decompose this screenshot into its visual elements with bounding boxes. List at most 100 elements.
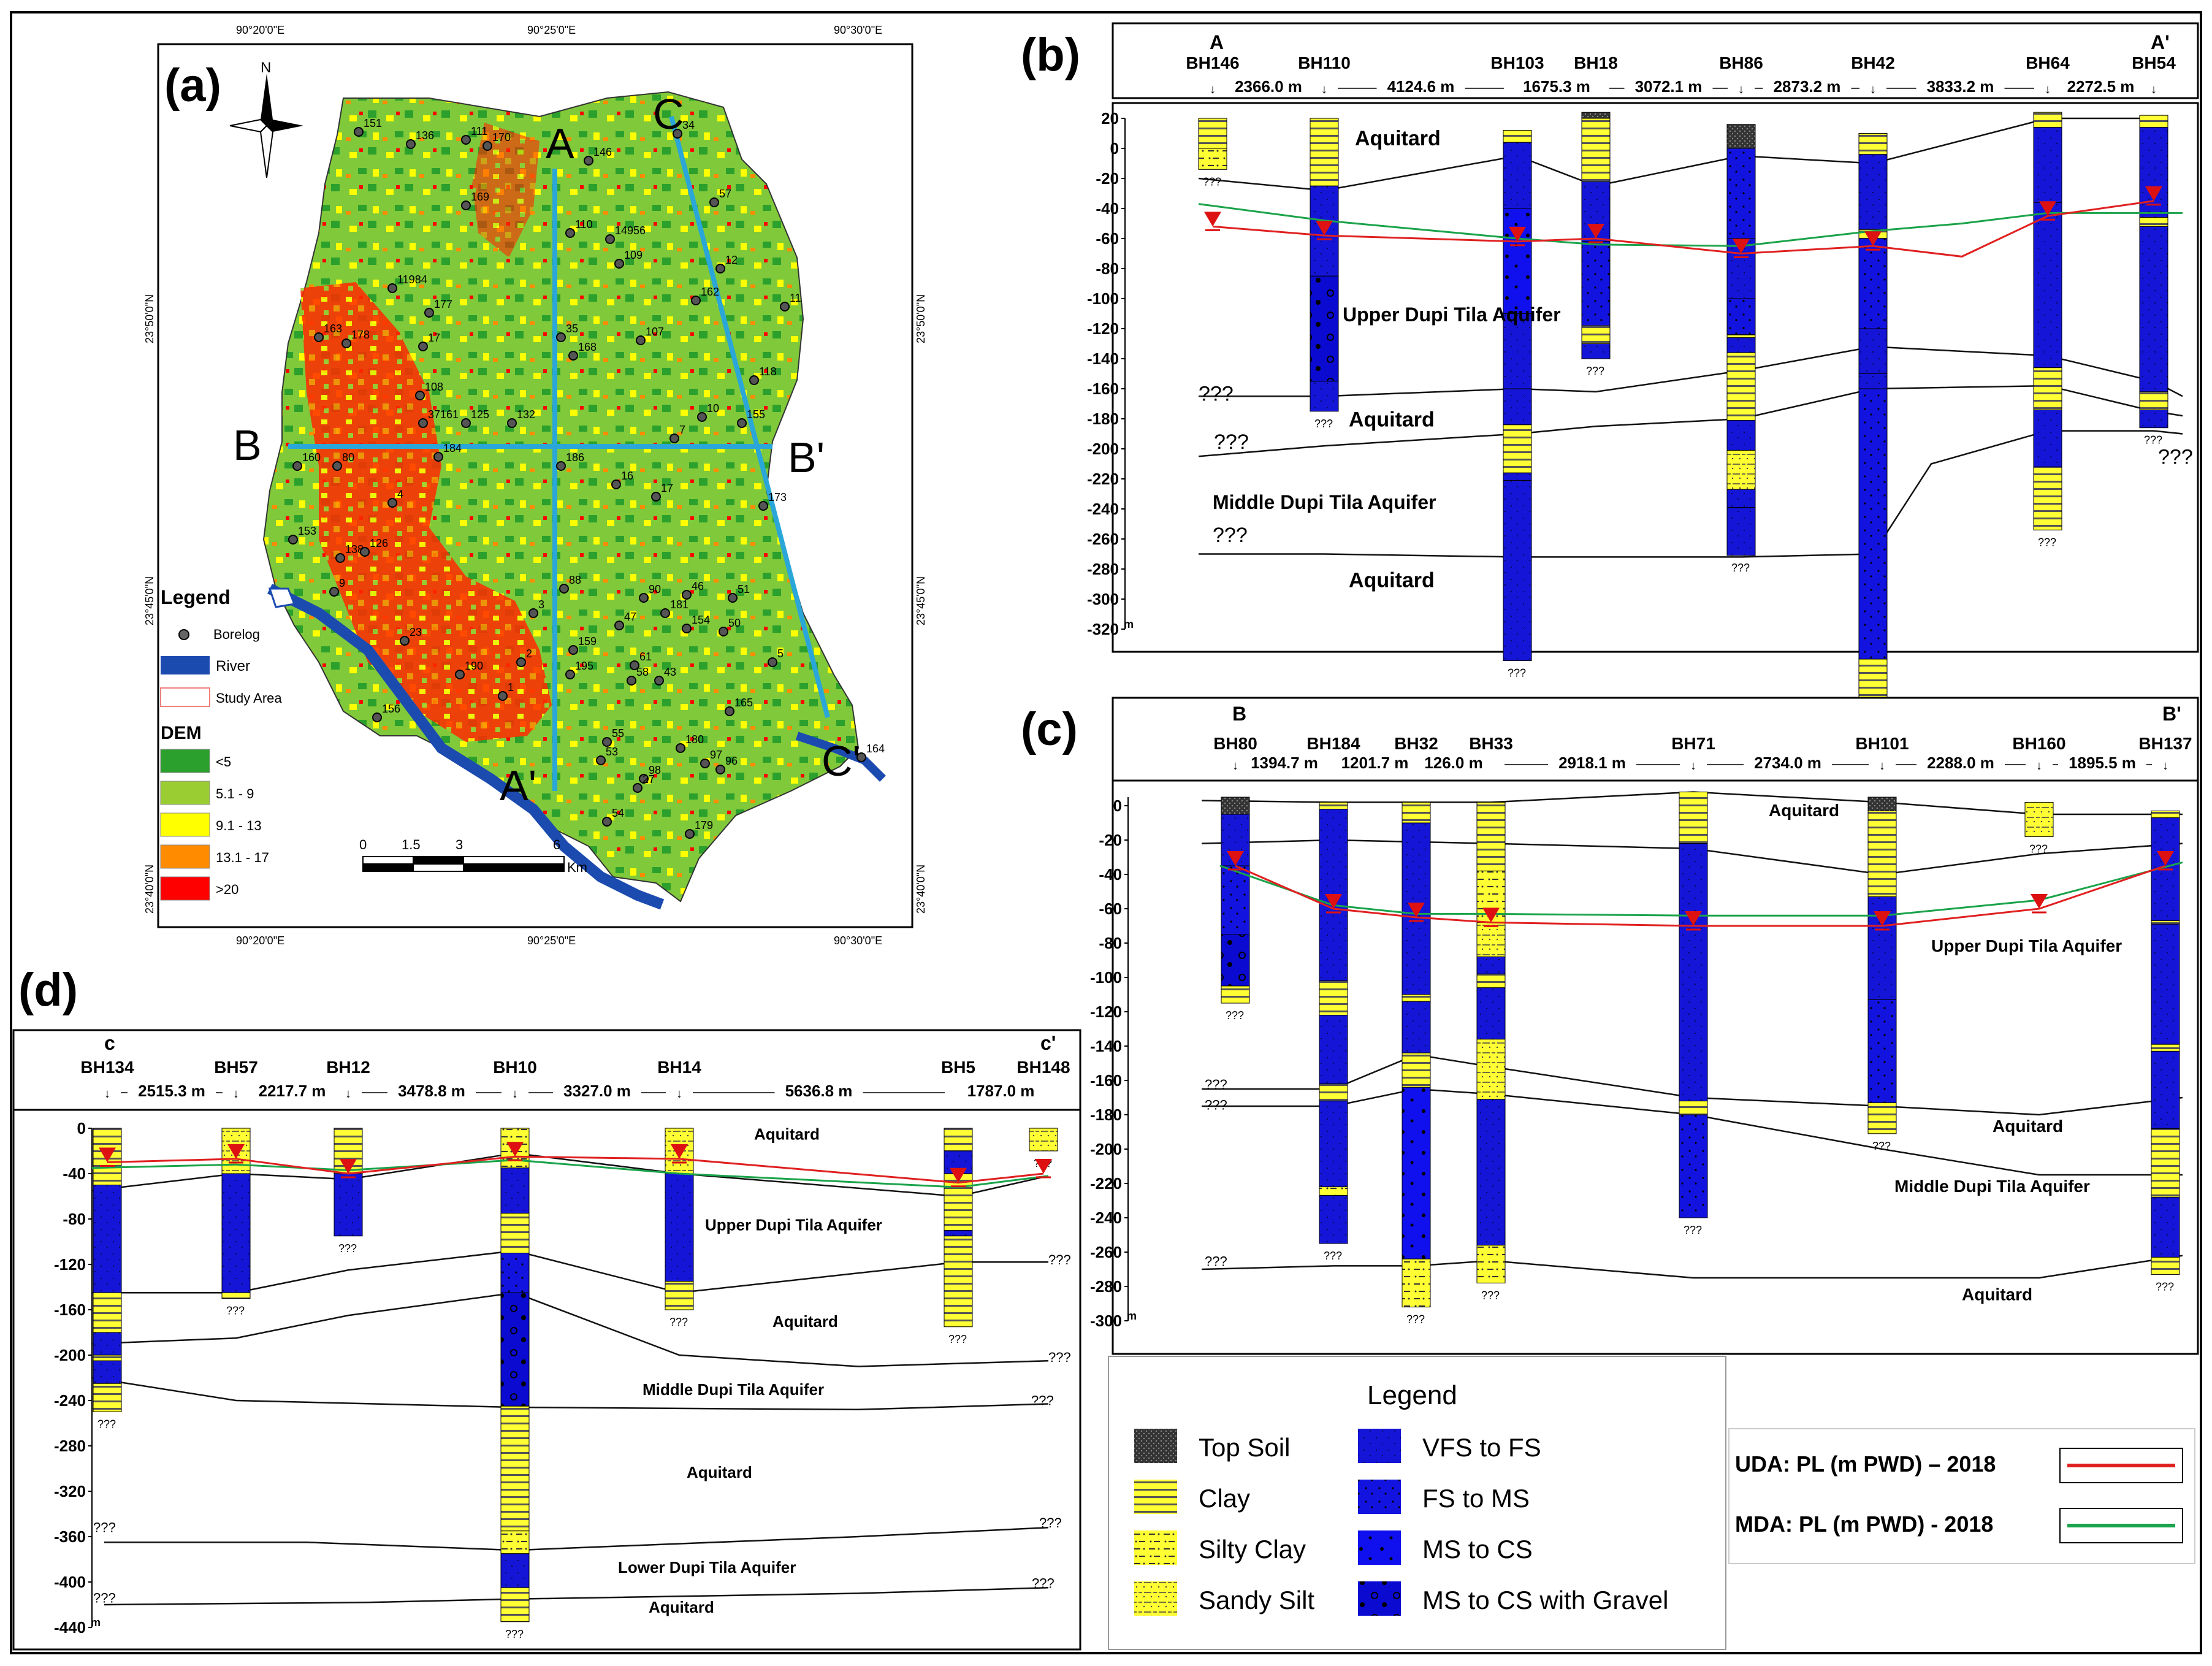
borehole-dot: [387, 283, 397, 293]
y-tick-label: -80: [1096, 259, 1119, 278]
borehole-id-label: 180: [685, 733, 704, 746]
borehole-id-label: 107: [646, 326, 664, 338]
distance-label-bg: [956, 1080, 1045, 1099]
borehole-dot: [335, 553, 345, 563]
dem-legend-label-2: 9.1 - 13: [216, 818, 262, 833]
borehole-dot: [314, 332, 324, 342]
lithology-layer: [2139, 391, 2168, 410]
lithology-layer: [1867, 999, 1897, 1103]
lithology-layer: [1402, 1052, 1431, 1088]
borehole-id-label: 184: [443, 442, 462, 454]
panel-b-label: (b): [1021, 29, 1080, 81]
section-end-letter: A': [2151, 31, 2170, 53]
unknown-boundary-label: ???: [1214, 430, 1249, 454]
unknown-boundary-label: ???: [1199, 383, 1234, 406]
distance-label-bg: [1916, 752, 2005, 771]
lithology-layer: [1198, 118, 1227, 149]
unknown-boundary-label: ???: [1048, 1350, 1071, 1365]
borehole-dot: [651, 492, 661, 502]
borehole-dot: [556, 332, 566, 342]
water-level-marker-icon: [1733, 239, 1750, 254]
unit-label: Middle Dupi Tila Aquifer: [1894, 1177, 2090, 1196]
lithology-layer: [2139, 115, 2168, 128]
borehole-dot: [715, 765, 725, 774]
borehole-dot: [568, 645, 578, 655]
lithology-layer: [500, 1553, 530, 1588]
unknown-boundary-label: ???: [1031, 1393, 1054, 1408]
section-letter-C-prime: C': [822, 737, 861, 785]
legend-swatch-clay: [1134, 1480, 1177, 1514]
borelog-legend-icon: [178, 629, 189, 640]
borehole-id-label: 80: [342, 451, 354, 464]
borehole-name: BH86: [1719, 53, 1763, 72]
legend-swatch-sandy-silt: [1134, 1581, 1177, 1616]
dem-legend-title: DEM: [161, 723, 202, 743]
lithology-layer: [1402, 801, 1431, 823]
lithology-layer: [2151, 1050, 2180, 1129]
y-tick-label: 0: [1110, 139, 1119, 158]
borehole-dot: [528, 608, 538, 618]
y-tick-label: -140: [1090, 1037, 1122, 1055]
map-frame-inner: [158, 44, 913, 928]
lithology-layer: [93, 1355, 122, 1361]
borehole-name: BH80: [1213, 734, 1257, 753]
borehole-dot: [507, 418, 517, 428]
borehole-name: BH14: [657, 1058, 701, 1077]
strat-boundary: [1201, 1255, 2183, 1279]
lithology-layer: [2033, 112, 2062, 128]
borehole-dot: [682, 590, 692, 600]
river-legend-swatch: [161, 656, 210, 674]
unknown-boundary-label: ???: [1032, 1575, 1055, 1591]
borehole-arrow-icon: ↓: [345, 1087, 351, 1101]
borehole-name: BH64: [2026, 53, 2070, 72]
grat-top-3: 90°30'0"E: [834, 24, 882, 36]
unit-label: Aquitard: [772, 1312, 838, 1331]
y-tick-label: -20: [1099, 831, 1122, 849]
lithology-layer: [1726, 507, 1756, 556]
borehole-id-label: 173: [768, 491, 787, 503]
borehole-dot: [602, 737, 612, 747]
y-tick-label: -320: [54, 1482, 86, 1500]
borehole-id-label: 58: [636, 666, 649, 678]
legend-mda-label: MDA: PL (m PWD) - 2018: [1735, 1511, 1993, 1537]
borehole-id-label: 151: [364, 117, 382, 129]
lithology-layer: [500, 1213, 530, 1253]
lithology-layer: [1581, 343, 1611, 359]
lithology-layer: [1221, 985, 1250, 1004]
y-tick-label: 0: [1113, 797, 1122, 815]
lithology-layer: [1310, 381, 1339, 412]
distance-label: 4124.6 m: [1387, 77, 1455, 96]
y-tick-label: -240: [1087, 500, 1119, 518]
borehole-name: BH134: [80, 1058, 134, 1077]
legend-label-silty-clay: Silty Clay: [1199, 1535, 1306, 1564]
lithology-layer: [1503, 424, 1532, 473]
scalebar: [362, 856, 565, 872]
y-tick-label: -120: [54, 1255, 86, 1274]
lithology-layer: [1476, 1245, 1506, 1283]
borehole-id-label: 110: [575, 218, 593, 231]
borehole-dot: [602, 817, 612, 827]
borehole-arrow-icon: ↓: [1870, 83, 1876, 96]
lithology-layer: [500, 1292, 530, 1407]
borehole-id-label: 186: [566, 451, 584, 464]
distance-label-bg: [387, 1080, 476, 1099]
distance-label: 3833.2 m: [1927, 77, 1994, 96]
distance-label: 5636.8 m: [785, 1082, 853, 1100]
distance-label: 3478.8 m: [398, 1082, 465, 1100]
unknown-boundary-label: ???: [1205, 1077, 1227, 1092]
borehole-id-label: 2: [526, 648, 532, 660]
y-tick-label: -260: [1090, 1243, 1122, 1261]
lithology-layer: [1726, 334, 1756, 338]
borehole-name: BH110: [1298, 53, 1351, 72]
lithology-layer: [1858, 388, 1888, 660]
dem-legend: <5 5.1 - 9 9.1 - 13 13.1 - 17 >20: [160, 749, 269, 901]
distance-label-bg: [1376, 76, 1465, 94]
borehole-id-label: 34: [682, 119, 695, 131]
water-level-marker-icon: [950, 1167, 967, 1183]
borehole-id-label: 179: [695, 819, 713, 831]
unknown-label: ???: [1731, 562, 1750, 574]
unknown-label: ???: [1872, 1140, 1891, 1152]
lithology-layer: [2139, 409, 2168, 429]
borehole-name: BH184: [1306, 734, 1360, 753]
unit-label: Aquitard: [1355, 127, 1441, 150]
